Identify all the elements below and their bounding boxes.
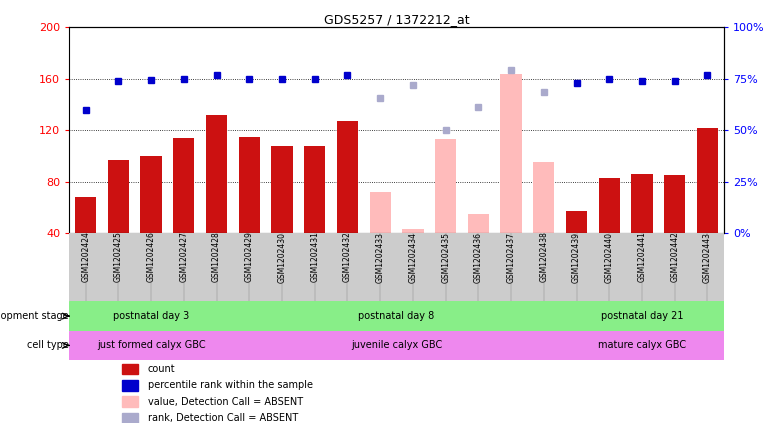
- Text: value, Detection Call = ABSENT: value, Detection Call = ABSENT: [148, 397, 303, 407]
- Bar: [467, 214, 489, 233]
- Bar: [402, 229, 424, 233]
- Text: rank, Detection Call = ABSENT: rank, Detection Call = ABSENT: [148, 413, 298, 423]
- Bar: [697, 128, 718, 233]
- Text: just formed calyx GBC: just formed calyx GBC: [97, 341, 206, 350]
- Bar: [173, 138, 195, 233]
- Bar: [598, 178, 620, 233]
- Text: count: count: [148, 364, 176, 374]
- Bar: [336, 121, 358, 233]
- Bar: [533, 162, 554, 233]
- Text: percentile rank within the sample: percentile rank within the sample: [148, 380, 313, 390]
- Bar: [140, 156, 162, 233]
- Text: postnatal day 8: postnatal day 8: [358, 311, 435, 321]
- Bar: [233, 331, 560, 360]
- Bar: [122, 380, 138, 390]
- Bar: [664, 175, 685, 233]
- Text: development stage: development stage: [0, 311, 69, 321]
- Bar: [206, 115, 227, 233]
- Bar: [233, 301, 560, 331]
- Bar: [75, 197, 96, 233]
- Text: juvenile calyx GBC: juvenile calyx GBC: [351, 341, 442, 350]
- Bar: [370, 192, 391, 233]
- Bar: [561, 331, 724, 360]
- Bar: [108, 160, 129, 233]
- Bar: [566, 211, 588, 233]
- Bar: [271, 146, 293, 233]
- Title: GDS5257 / 1372212_at: GDS5257 / 1372212_at: [323, 14, 470, 26]
- Text: cell type: cell type: [27, 341, 69, 350]
- Bar: [500, 74, 522, 233]
- Text: postnatal day 3: postnatal day 3: [113, 311, 189, 321]
- Bar: [69, 331, 233, 360]
- Bar: [435, 139, 457, 233]
- Bar: [304, 146, 326, 233]
- Text: postnatal day 21: postnatal day 21: [601, 311, 683, 321]
- Bar: [122, 364, 138, 374]
- Bar: [631, 174, 653, 233]
- Bar: [561, 301, 724, 331]
- Bar: [122, 413, 138, 423]
- Text: mature calyx GBC: mature calyx GBC: [598, 341, 686, 350]
- Bar: [239, 137, 260, 233]
- Bar: [69, 301, 233, 331]
- Bar: [122, 396, 138, 407]
